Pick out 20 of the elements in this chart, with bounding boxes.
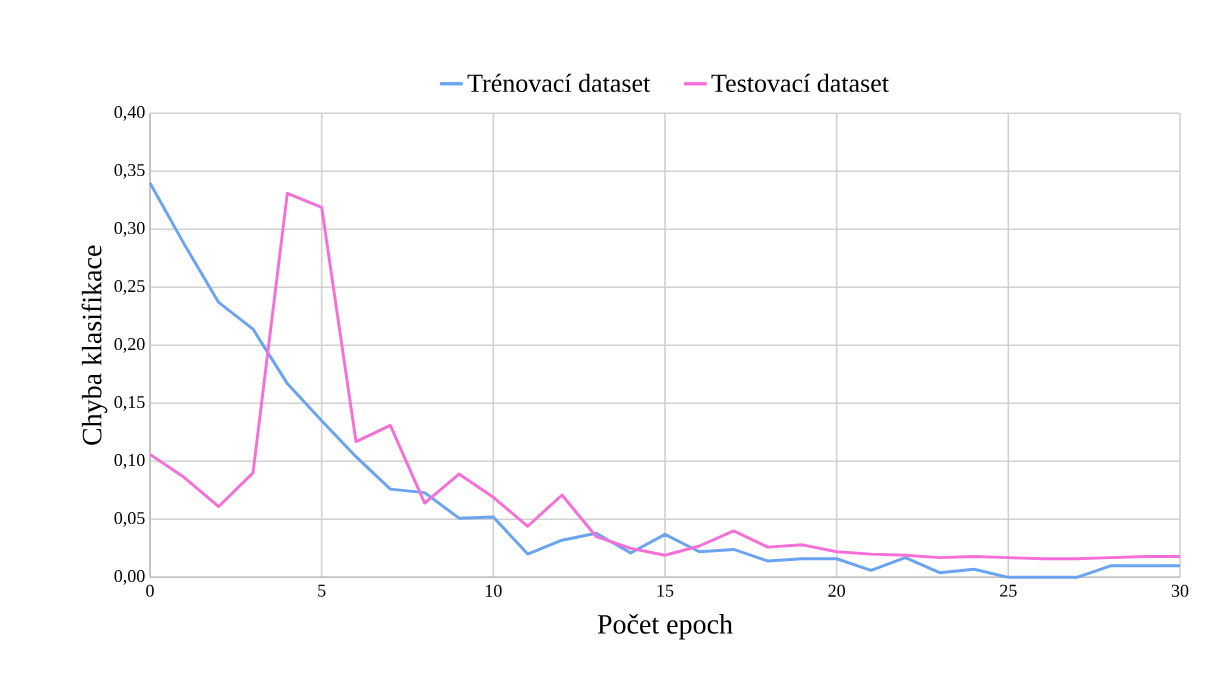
y-tick-label: 0,35: [114, 163, 145, 179]
x-tick-label: 30: [1171, 584, 1189, 597]
y-axis-title: Chyba klasifikace: [81, 245, 108, 445]
legend-label: Trénovací dataset: [467, 73, 651, 93]
y-tick-label: 0,25: [114, 279, 145, 295]
x-tick-label: 20: [828, 584, 845, 597]
y-tick-label: 0,10: [114, 453, 145, 469]
x-axis-title: Počet epoch: [597, 613, 733, 640]
legend-label: Testovací dataset: [711, 73, 889, 93]
y-tick-label: 0,30: [114, 221, 145, 237]
x-tick-label: 0: [146, 584, 154, 597]
x-tick-label: 10: [485, 584, 502, 597]
y-tick-label: 0,40: [114, 105, 145, 121]
y-tick-label: 0,15: [114, 395, 145, 411]
y-tick-label: 0,00: [114, 569, 145, 585]
x-tick-label: 15: [657, 584, 674, 597]
y-tick-label: 0,05: [114, 511, 145, 527]
x-tick-label: 25: [1000, 584, 1017, 597]
y-tick-label: 0,20: [114, 337, 145, 353]
x-tick-label: 5: [318, 584, 326, 597]
